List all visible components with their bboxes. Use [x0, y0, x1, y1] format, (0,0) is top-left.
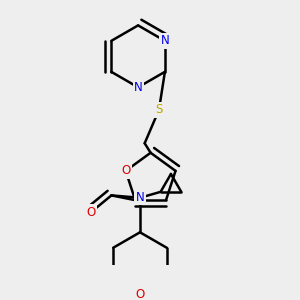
- Text: O: O: [86, 206, 96, 219]
- Text: N: N: [160, 34, 169, 47]
- Text: O: O: [121, 164, 130, 177]
- Text: S: S: [155, 103, 163, 116]
- Text: N: N: [134, 81, 142, 94]
- Text: O: O: [135, 288, 145, 300]
- Text: N: N: [136, 191, 144, 204]
